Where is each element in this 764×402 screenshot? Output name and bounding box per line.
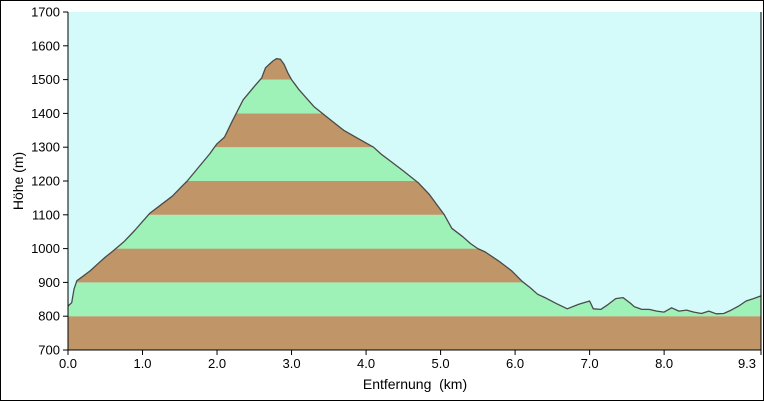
y-tick-label: 1100	[32, 207, 60, 222]
y-tick-label: 1000	[31, 241, 60, 256]
x-tick-label: 9.3	[738, 356, 756, 371]
y-tick-label: 900	[38, 275, 60, 290]
y-tick-label: 1400	[31, 106, 60, 121]
y-axis-title: Höhe (m)	[10, 152, 26, 210]
y-tick-label: 1300	[31, 140, 60, 155]
x-tick-label: 0.0	[59, 356, 77, 371]
x-tick-label: 8.0	[655, 356, 673, 371]
elevation-profile-line	[67, 57, 762, 315]
x-axis-title: Entfernung (km)	[363, 376, 467, 392]
x-tick-label: 6.0	[506, 356, 524, 371]
x-tick-label: 3.0	[283, 356, 301, 371]
y-tick-label: 1700	[31, 5, 60, 20]
y-axis-ticks: 700 800 900 1000 1100 1200 1300 1400 1500 1600 170…	[31, 5, 68, 358]
y-tick-label: 1500	[31, 72, 60, 87]
elevation-band	[68, 316, 761, 350]
x-tick-label: 7.0	[581, 356, 599, 371]
y-tick-label: 700	[38, 343, 60, 358]
x-tick-label: 4.0	[357, 356, 375, 371]
x-tick-label: 2.0	[208, 356, 226, 371]
y-tick-label: 1200	[31, 174, 60, 189]
y-tick-label: 800	[38, 309, 60, 324]
x-tick-label: 1.0	[133, 356, 151, 371]
x-axis-ticks: 0.0 1.0 2.0 3.0 4.0 5.0 6.0 7.0 8.0 9.3	[59, 350, 762, 371]
y-tick-label: 1600	[31, 38, 60, 53]
x-tick-label: 5.0	[432, 356, 450, 371]
